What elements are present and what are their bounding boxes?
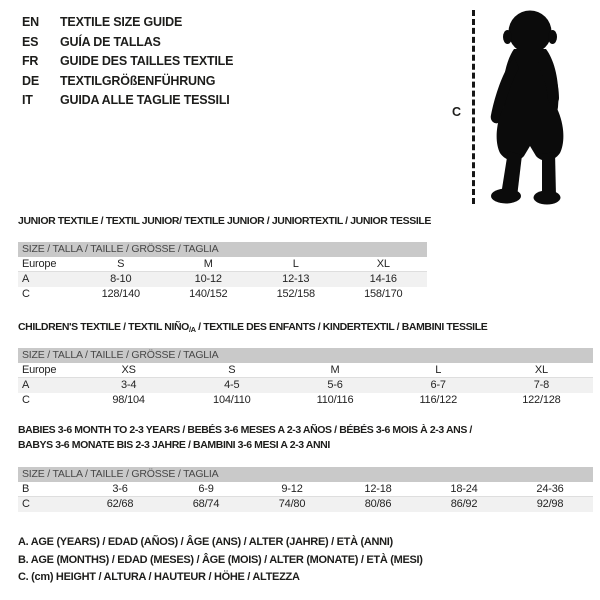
footnote-height: C. (cm) HEIGHT / ALTURA / HAUTEUR / HÖHE…	[18, 571, 300, 583]
language-code: FR	[22, 54, 39, 68]
language-row-fr: FR GUIDE DES TAILLES TEXTILE	[22, 52, 233, 72]
row-label: A	[22, 273, 30, 285]
height-cell: 140/152	[189, 288, 228, 300]
size-header-bar: SIZE / TALLA / TAILLE / GRÖSSE / TAGLIA	[18, 348, 593, 363]
size-cell: L	[435, 364, 442, 376]
table-row-height: C 62/68 68/74 74/80 80/86 86/92 92/98	[18, 497, 593, 512]
language-guide-list: EN TEXTILE SIZE GUIDE ES GUÍA DE TALLAS …	[22, 13, 233, 111]
language-label: GUIDE DES TAILLES TEXTILE	[60, 54, 234, 68]
language-row-it: IT GUIDA ALLE TAGLIE TESSILI	[22, 91, 233, 111]
baby-silhouette-icon	[484, 7, 576, 205]
height-cell: 122/128	[522, 394, 561, 406]
legend-footnotes: A. AGE (YEARS) / EDAD (AÑOS) / ÂGE (ANS)…	[18, 534, 423, 587]
height-measure-label: C	[452, 105, 462, 119]
children-title-suffix: / TEXTILE DES ENFANTS / KINDERTEXTIL / B…	[195, 321, 488, 333]
age-cell: 4-5	[224, 379, 240, 391]
language-label: GUÍA DE TALLAS	[60, 34, 161, 49]
age-cell: 6-7	[430, 379, 447, 391]
height-cell: 104/110	[213, 394, 251, 406]
height-cell: 110/116	[316, 394, 354, 406]
junior-section-title: JUNIOR TEXTILE / TEXTIL JUNIOR/ TEXTILE …	[18, 215, 431, 227]
language-code: IT	[22, 93, 33, 107]
height-cell: 74/80	[278, 498, 306, 510]
table-row-age: A 8-10 10-12 12-13 14-16	[18, 272, 427, 287]
size-cell: XL	[534, 364, 548, 376]
language-code: ES	[22, 34, 39, 49]
age-cell: 8-10	[110, 273, 132, 285]
size-cell: XL	[376, 258, 390, 270]
height-cell: 98/104	[112, 394, 145, 406]
table-row-europe: Europe S M L XL	[18, 257, 427, 272]
height-cell: 62/68	[106, 498, 134, 510]
size-cell: L	[292, 258, 299, 270]
height-cell: 152/158	[276, 288, 316, 300]
language-row-de: DE TEXTILGRÖßENFÜHRUNG	[22, 72, 233, 92]
age-cell: 12-13	[282, 273, 310, 285]
age-cell: 18-24	[450, 483, 478, 495]
age-cell: 10-12	[194, 273, 222, 285]
footnote-age-years: A. AGE (YEARS) / EDAD (AÑOS) / ÂGE (ANS)…	[18, 536, 393, 548]
size-cell: S	[117, 258, 125, 270]
row-label: Europe	[22, 258, 57, 270]
age-cell: 24-36	[536, 483, 564, 495]
size-cell: S	[228, 364, 236, 376]
age-cell: 7-8	[533, 379, 550, 391]
age-cell: 6-9	[198, 483, 214, 495]
height-cell: 116/122	[419, 394, 457, 406]
table-row-height: C 128/140 140/152 152/158 158/170	[18, 287, 427, 302]
table-row-age-months: B 3-6 6-9 9-12 12-18 18-24 24-36	[18, 482, 593, 497]
babies-section-title: BABIES 3-6 MONTH TO 2-3 YEARS / BEBÉS 3-…	[18, 423, 472, 453]
table-row-height: C 98/104 104/110 110/116 116/122 122/128	[18, 393, 593, 408]
junior-size-table: SIZE / TALLA / TAILLE / GRÖSSE / TAGLIA …	[18, 242, 427, 302]
babies-title-line2: BABYS 3-6 MONATE BIS 2-3 JAHRE / BAMBINI…	[18, 439, 330, 451]
size-cell: XS	[121, 364, 136, 376]
language-label: TEXTILE SIZE GUIDE	[60, 15, 183, 29]
height-cell: 158/170	[364, 288, 403, 300]
age-cell: 5-6	[327, 379, 343, 391]
row-label: B	[22, 483, 30, 495]
row-label: C	[22, 394, 30, 406]
size-header-bar: SIZE / TALLA / TAILLE / GRÖSSE / TAGLIA	[18, 242, 427, 257]
height-measure-dashed-line	[472, 10, 475, 204]
size-cell: M	[203, 258, 213, 270]
language-code: DE	[22, 73, 39, 88]
age-cell: 12-18	[364, 483, 392, 495]
size-cell: M	[330, 364, 340, 376]
height-cell: 86/92	[450, 498, 478, 510]
row-label: C	[22, 498, 30, 510]
children-size-table: SIZE / TALLA / TAILLE / GRÖSSE / TAGLIA …	[18, 348, 593, 408]
table-row-age: A 3-4 4-5 5-6 6-7 7-8	[18, 378, 593, 393]
children-section-title: CHILDREN'S TEXTILE / TEXTIL NIÑO/A / TEX…	[18, 320, 488, 337]
height-cell: 80/86	[364, 498, 392, 510]
row-label: C	[22, 288, 30, 300]
language-code: EN	[22, 15, 39, 29]
table-row-europe: Europe XS S M L XL	[18, 363, 593, 378]
language-label: TEXTILGRÖßENFÜHRUNG	[60, 73, 216, 88]
age-cell: 3-6	[112, 483, 128, 495]
language-row-en: EN TEXTILE SIZE GUIDE	[22, 13, 233, 33]
size-header-bar: SIZE / TALLA / TAILLE / GRÖSSE / TAGLIA	[18, 467, 593, 482]
row-label: A	[22, 379, 30, 391]
age-cell: 3-4	[120, 379, 137, 391]
height-cell: 92/98	[536, 498, 564, 510]
children-title-prefix: CHILDREN'S TEXTILE / TEXTIL NIÑO	[18, 321, 189, 333]
height-cell: 128/140	[101, 288, 141, 300]
age-cell: 14-16	[369, 273, 397, 285]
language-row-es: ES GUÍA DE TALLAS	[22, 33, 233, 53]
row-label: Europe	[22, 364, 57, 376]
children-title-sub: /A	[188, 325, 196, 334]
babies-size-table: SIZE / TALLA / TAILLE / GRÖSSE / TAGLIA …	[18, 467, 593, 512]
footnote-age-months: B. AGE (MONTHS) / EDAD (MESES) / ÂGE (MO…	[18, 553, 423, 566]
babies-title-line1: BABIES 3-6 MONTH TO 2-3 YEARS / BEBÉS 3-…	[18, 424, 472, 436]
age-cell: 9-12	[281, 483, 303, 495]
language-label: GUIDA ALLE TAGLIE TESSILI	[60, 93, 230, 107]
height-cell: 68/74	[192, 498, 220, 510]
